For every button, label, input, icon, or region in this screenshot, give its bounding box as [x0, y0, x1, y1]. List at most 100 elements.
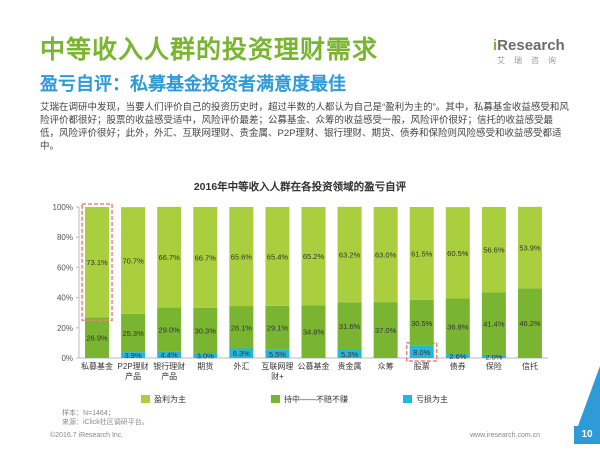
y-tick-label: 100% [53, 203, 73, 212]
stacked-bar-chart: 0%20%40%60%80%100%0.0%26.9%73.1%私募基金3.9%… [53, 203, 548, 404]
bar-segment [121, 207, 146, 314]
bar-segment [157, 206, 182, 308]
bar-segment [481, 354, 506, 358]
data-label: 36.8% [447, 322, 469, 331]
bar-segment [265, 349, 290, 358]
bar-segment [409, 345, 434, 358]
data-label: 26.9% [86, 334, 108, 343]
x-tick-label: 公募基金 [298, 361, 330, 371]
data-label: 4.4% [161, 351, 178, 360]
bar-segment [445, 207, 470, 299]
data-label: 60.5% [447, 249, 469, 258]
data-label: 29.1% [267, 324, 289, 333]
x-tick-label: 债券 [450, 361, 466, 371]
bar-segment [409, 299, 434, 346]
bar-segment [445, 354, 470, 358]
data-label: 6.3% [233, 349, 250, 358]
bar-segment [265, 305, 290, 350]
data-label: 5.3% [341, 350, 358, 359]
data-label: 28.1% [231, 323, 253, 332]
data-label: 61.5% [411, 249, 433, 258]
page-number: 10 [574, 426, 600, 444]
y-tick-label: 60% [57, 263, 73, 272]
bar-segment [337, 302, 362, 350]
data-label: 63.2% [339, 251, 361, 260]
iresearch-logo: iResearch 艾瑞咨询 [493, 37, 583, 66]
x-tick-label: 贵金属 [338, 361, 362, 371]
bar-segment [409, 207, 434, 300]
x-tick-label: 财+ [271, 371, 284, 381]
legend-label: 盈利为主 [154, 394, 186, 404]
bar-segment [193, 207, 218, 308]
bar-segment [193, 307, 218, 354]
bar-segment [337, 206, 362, 303]
data-label: 65.6% [231, 253, 253, 262]
data-label: 5.5% [269, 350, 286, 359]
x-tick-label: 期货 [197, 361, 213, 371]
chart-title: 2016年中等收入人群在各投资领域的盈亏自评 [193, 181, 407, 193]
x-tick-label: 互联网理 [261, 362, 293, 371]
x-tick-label: 银行理财 [153, 361, 185, 371]
data-label: 63.0% [375, 251, 397, 260]
data-label: 53.9% [519, 244, 541, 253]
bar-segment [85, 317, 110, 358]
data-label: 37.0% [375, 326, 397, 335]
data-label: 2.0% [485, 352, 502, 361]
bar-segment [229, 306, 254, 349]
data-label: 66.7% [159, 253, 181, 262]
x-tick-label: 外汇 [233, 361, 249, 371]
y-tick-label: 0% [61, 354, 73, 363]
data-label: 30.3% [195, 327, 217, 336]
bar-segment [85, 207, 110, 318]
x-tick-label: 私募基金 [81, 361, 113, 371]
data-label: 31.6% [339, 322, 361, 331]
data-label: 8.0% [413, 348, 430, 357]
y-tick-label: 80% [57, 233, 73, 242]
x-tick-label: 股票 [414, 362, 430, 371]
x-tick-label: 保险 [486, 361, 502, 371]
bar-segment [301, 305, 326, 358]
data-label: 34.8% [303, 328, 325, 337]
sample-note: 样本：N=1464； [62, 410, 115, 417]
page-subtitle: 盈亏自评：私募基金投资者满意度最佳 [40, 74, 346, 94]
data-label: 29.0% [159, 325, 181, 334]
chart-notes: 样本：N=1464； 来源：iClick社区调研平台。 [62, 409, 149, 427]
bar-segment [301, 207, 326, 306]
x-tick-label: 产品 [161, 371, 177, 381]
bar-segment [517, 288, 542, 358]
data-label: 25.3% [122, 329, 144, 338]
data-label: 66.7% [195, 253, 217, 262]
bar-segment [229, 207, 254, 307]
bar-segment [517, 206, 542, 289]
bar-segment [265, 207, 290, 306]
highlight-box [81, 203, 113, 322]
logo-text: iResearch [493, 37, 565, 54]
data-label: 3.9% [125, 351, 142, 360]
page-title: 中等收入人群的投资理财需求 [40, 36, 379, 64]
x-tick-label: 信托 [522, 361, 538, 371]
bar-segment [229, 348, 254, 358]
data-label: 73.1% [86, 258, 108, 267]
bar-segment [121, 352, 146, 358]
data-label: 2.6% [449, 352, 466, 361]
data-label: 30.5% [411, 319, 433, 328]
data-label: 46.2% [519, 319, 541, 328]
bar-segment [121, 313, 146, 353]
data-label: 65.4% [267, 252, 289, 261]
bar-segment [193, 353, 218, 358]
bar-segment [157, 351, 182, 358]
x-tick-label: 众筹 [378, 361, 394, 371]
data-label: 41.4% [483, 320, 505, 329]
y-tick-label: 20% [57, 324, 73, 333]
legend-swatch [271, 395, 280, 403]
bar-segment [373, 302, 398, 358]
website-url: www.iresearch.com.cn [470, 432, 541, 439]
copyright: ©2016.7 iResearch Inc. [50, 432, 124, 439]
data-label: 70.7% [122, 257, 144, 266]
y-tick-label: 40% [57, 294, 73, 303]
legend-swatch [141, 395, 150, 403]
x-tick-label: 产品 [125, 371, 141, 381]
x-tick-label: P2P理财 [118, 361, 149, 371]
intro-paragraph: 艾瑞在调研中发现，当要人们评价自己的投资历史时，超过半数的人都认为自己是“盈利为… [40, 102, 569, 152]
legend-label: 亏损为主 [416, 394, 448, 404]
